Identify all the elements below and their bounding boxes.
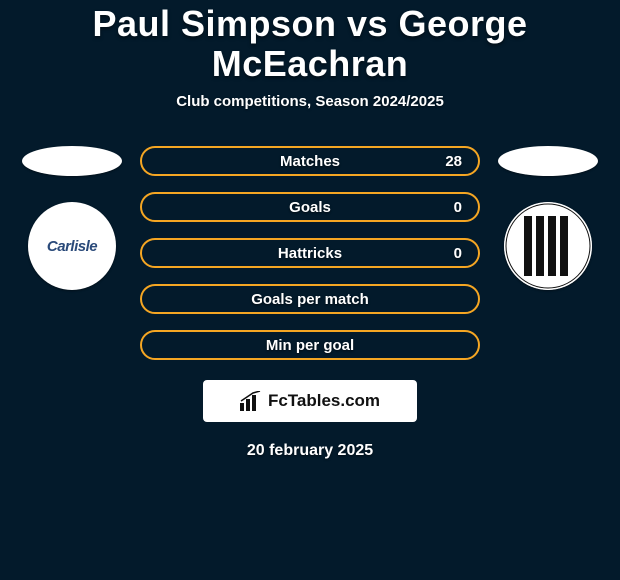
stats-list: Matches 28 Goals 0 Hattricks 0 Goals per… [140, 146, 480, 360]
comparison-card: Paul Simpson vs George McEachran Club co… [0, 0, 620, 460]
fctables-logo[interactable]: FcTables.com [203, 380, 417, 422]
left-country-flag [22, 146, 122, 176]
stat-row-matches: Matches 28 [140, 146, 480, 176]
comparison-date: 20 february 2025 [247, 442, 373, 460]
stat-label: Hattricks [278, 245, 342, 262]
stat-label: Goals per match [251, 291, 369, 308]
stat-right-value: 0 [454, 245, 462, 262]
stat-label: Goals [289, 199, 331, 216]
stat-right-value: 28 [445, 153, 462, 170]
logo-text: FcTables.com [268, 391, 380, 411]
page-subtitle: Club competitions, Season 2024/2025 [176, 93, 444, 110]
bar-chart-icon [240, 391, 262, 411]
right-country-flag [498, 146, 598, 176]
stat-row-hattricks: Hattricks 0 [140, 238, 480, 268]
stat-label: Matches [280, 153, 340, 170]
carlisle-badge-text: Carlisle [47, 238, 97, 255]
stat-row-min-per-goal: Min per goal [140, 330, 480, 360]
stat-right-value: 0 [454, 199, 462, 216]
right-club-badge [504, 202, 592, 290]
comparison-body: Carlisle Matches 28 Goals 0 Hattricks 0 … [0, 146, 620, 360]
grimsby-stripes-icon [504, 202, 592, 290]
left-club-badge: Carlisle [28, 202, 116, 290]
left-player-column: Carlisle [22, 146, 122, 290]
stat-row-goals: Goals 0 [140, 192, 480, 222]
right-player-column [498, 146, 598, 290]
stat-row-goals-per-match: Goals per match [140, 284, 480, 314]
stat-label: Min per goal [266, 337, 354, 354]
page-title: Paul Simpson vs George McEachran [0, 4, 620, 83]
